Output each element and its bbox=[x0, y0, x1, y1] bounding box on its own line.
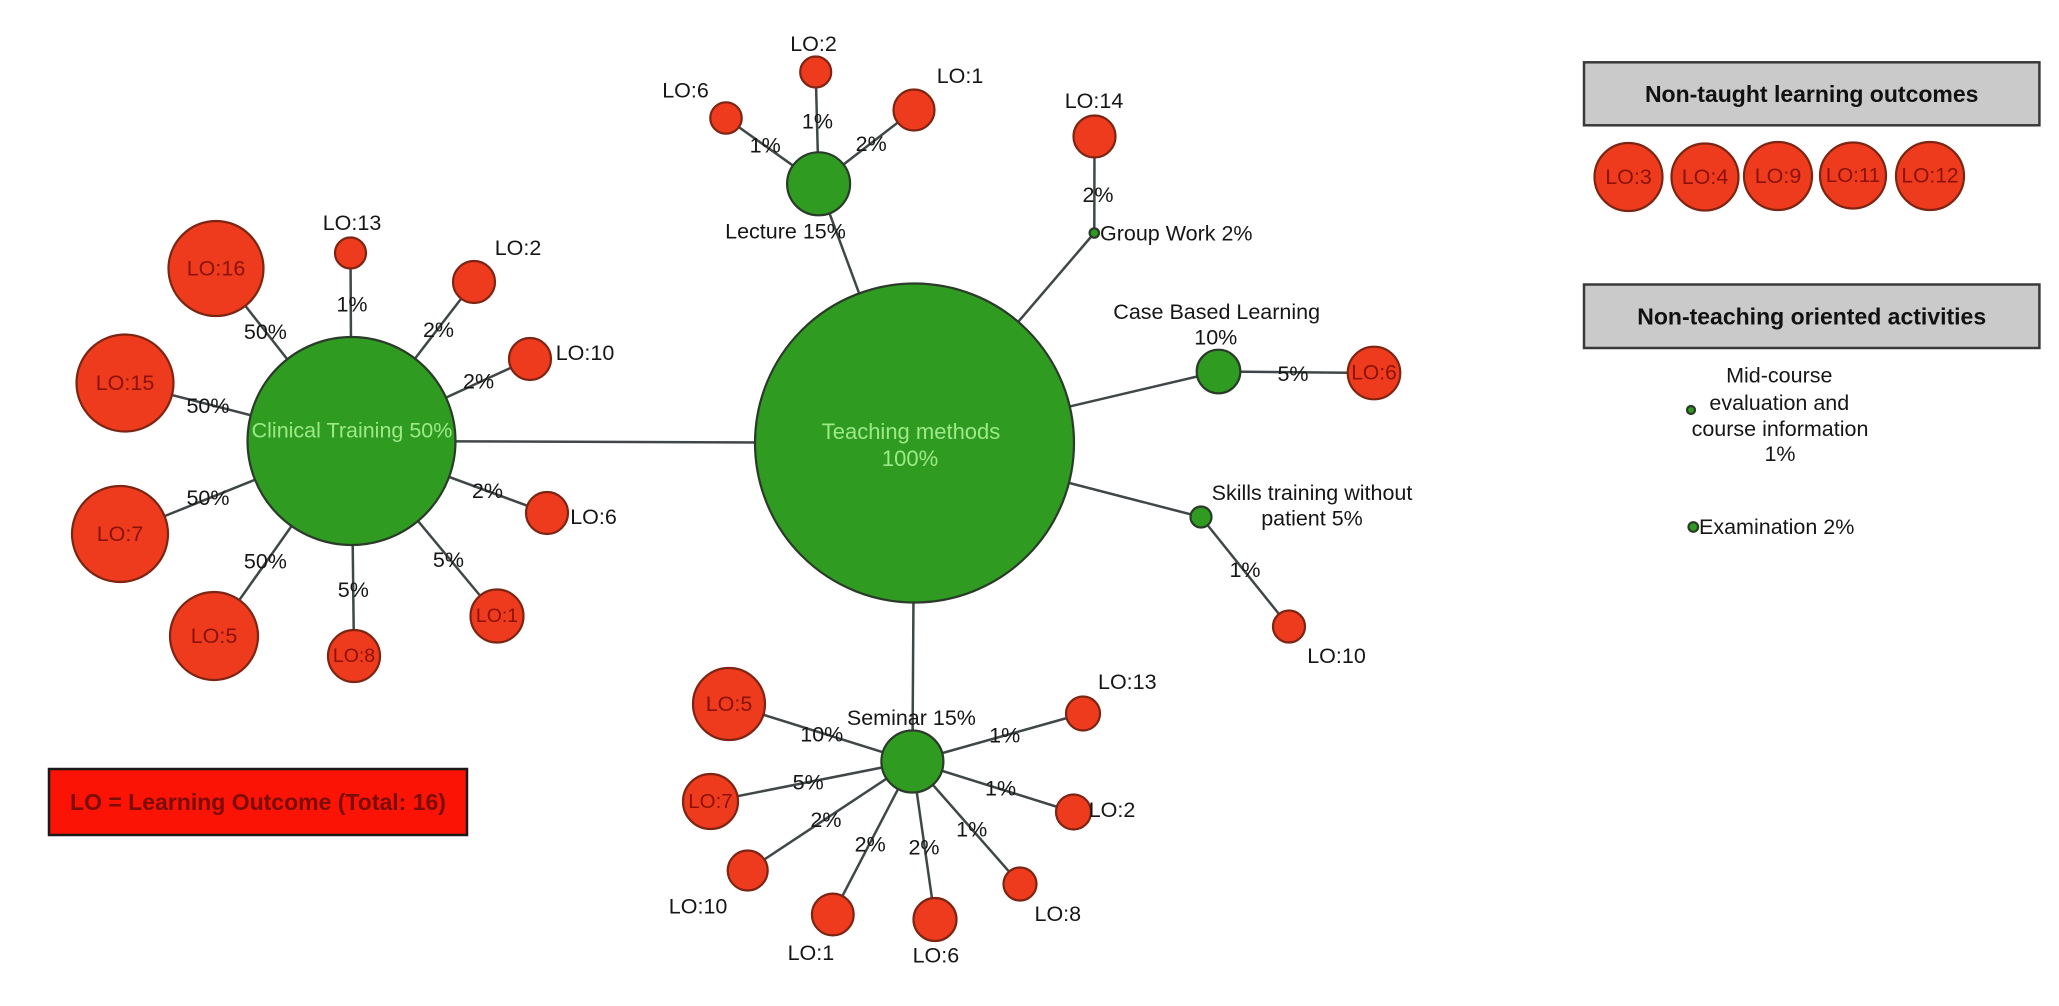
svg-text:2%: 2% bbox=[908, 835, 939, 859]
svg-text:50%: 50% bbox=[186, 486, 229, 510]
svg-text:50%: 50% bbox=[186, 394, 229, 418]
svg-text:100%: 100% bbox=[882, 446, 938, 471]
svg-text:50%: 50% bbox=[244, 550, 287, 574]
svg-text:LO:1: LO:1 bbox=[937, 64, 984, 88]
svg-text:1%: 1% bbox=[989, 724, 1020, 748]
svg-text:LO:7: LO:7 bbox=[97, 522, 144, 546]
svg-text:LO:14: LO:14 bbox=[1065, 89, 1124, 113]
svg-text:LO:16: LO:16 bbox=[187, 257, 246, 281]
svg-text:course information: course information bbox=[1692, 417, 1869, 441]
svg-text:1%: 1% bbox=[956, 817, 987, 841]
svg-text:LO:3: LO:3 bbox=[1605, 165, 1652, 189]
svg-text:1%: 1% bbox=[336, 293, 367, 317]
svg-text:LO:13: LO:13 bbox=[323, 211, 382, 235]
svg-text:2%: 2% bbox=[856, 132, 887, 156]
svg-text:1%: 1% bbox=[750, 134, 781, 158]
svg-text:1%: 1% bbox=[1229, 558, 1260, 582]
svg-text:5%: 5% bbox=[1277, 362, 1308, 386]
svg-text:5%: 5% bbox=[338, 578, 369, 602]
svg-text:50%: 50% bbox=[244, 320, 287, 344]
svg-text:LO:6: LO:6 bbox=[570, 505, 617, 529]
svg-text:LO:12: LO:12 bbox=[1901, 165, 1958, 188]
svg-text:Skills training without: Skills training without bbox=[1212, 481, 1413, 505]
svg-text:patient 5%: patient 5% bbox=[1261, 507, 1363, 531]
svg-text:LO:2: LO:2 bbox=[790, 32, 837, 56]
svg-text:5%: 5% bbox=[433, 548, 464, 572]
svg-text:1%: 1% bbox=[985, 777, 1016, 801]
svg-text:Lecture 15%: Lecture 15% bbox=[725, 220, 846, 244]
svg-text:LO:2: LO:2 bbox=[495, 236, 542, 260]
svg-text:Case Based Learning: Case Based Learning bbox=[1113, 300, 1320, 324]
svg-text:LO:10: LO:10 bbox=[556, 341, 615, 365]
svg-text:LO:6: LO:6 bbox=[1351, 362, 1397, 385]
svg-text:1%: 1% bbox=[802, 109, 833, 133]
svg-text:LO:9: LO:9 bbox=[1755, 164, 1802, 188]
svg-text:LO:5: LO:5 bbox=[191, 624, 238, 648]
svg-text:LO:10: LO:10 bbox=[669, 894, 728, 918]
svg-text:Non-teaching oriented activiti: Non-teaching oriented activities bbox=[1637, 303, 1986, 329]
svg-text:2%: 2% bbox=[423, 318, 454, 342]
svg-text:Teaching methods: Teaching methods bbox=[822, 419, 1001, 444]
svg-text:LO:8: LO:8 bbox=[333, 645, 375, 667]
svg-text:LO:6: LO:6 bbox=[662, 79, 709, 103]
svg-text:LO:11: LO:11 bbox=[1826, 164, 1880, 187]
svg-text:LO:2: LO:2 bbox=[1089, 798, 1136, 822]
svg-text:2%: 2% bbox=[472, 479, 503, 503]
svg-text:LO:1: LO:1 bbox=[788, 941, 835, 965]
svg-text:LO:4: LO:4 bbox=[1682, 165, 1729, 189]
svg-text:Mid-course: Mid-course bbox=[1726, 364, 1832, 388]
svg-text:2%: 2% bbox=[1082, 183, 1113, 207]
svg-text:Group Work 2%: Group Work 2% bbox=[1100, 222, 1253, 246]
svg-text:Clinical Training 50%: Clinical Training 50% bbox=[252, 419, 453, 443]
svg-text:2%: 2% bbox=[463, 369, 494, 393]
svg-text:LO:6: LO:6 bbox=[913, 944, 960, 968]
svg-text:10%: 10% bbox=[1194, 326, 1237, 350]
svg-text:LO:5: LO:5 bbox=[706, 692, 753, 716]
svg-text:LO = Learning Outcome (Total:: LO = Learning Outcome (Total: 16) bbox=[70, 789, 446, 815]
svg-text:1%: 1% bbox=[1764, 442, 1795, 466]
svg-text:LO:13: LO:13 bbox=[1098, 670, 1157, 694]
svg-text:10%: 10% bbox=[800, 722, 843, 746]
svg-text:LO:8: LO:8 bbox=[1034, 902, 1081, 926]
svg-text:LO:1: LO:1 bbox=[476, 605, 518, 627]
svg-text:Examination 2%: Examination 2% bbox=[1699, 515, 1854, 539]
svg-text:Non-taught learning outcomes: Non-taught learning outcomes bbox=[1645, 81, 1979, 107]
svg-text:5%: 5% bbox=[793, 771, 824, 795]
svg-text:2%: 2% bbox=[855, 833, 886, 857]
svg-text:Seminar 15%: Seminar 15% bbox=[847, 706, 976, 730]
svg-text:LO:7: LO:7 bbox=[688, 790, 732, 813]
svg-text:LO:15: LO:15 bbox=[96, 371, 155, 395]
svg-text:LO:10: LO:10 bbox=[1307, 644, 1366, 668]
svg-text:evaluation and: evaluation and bbox=[1709, 391, 1849, 415]
svg-text:2%: 2% bbox=[810, 808, 841, 832]
